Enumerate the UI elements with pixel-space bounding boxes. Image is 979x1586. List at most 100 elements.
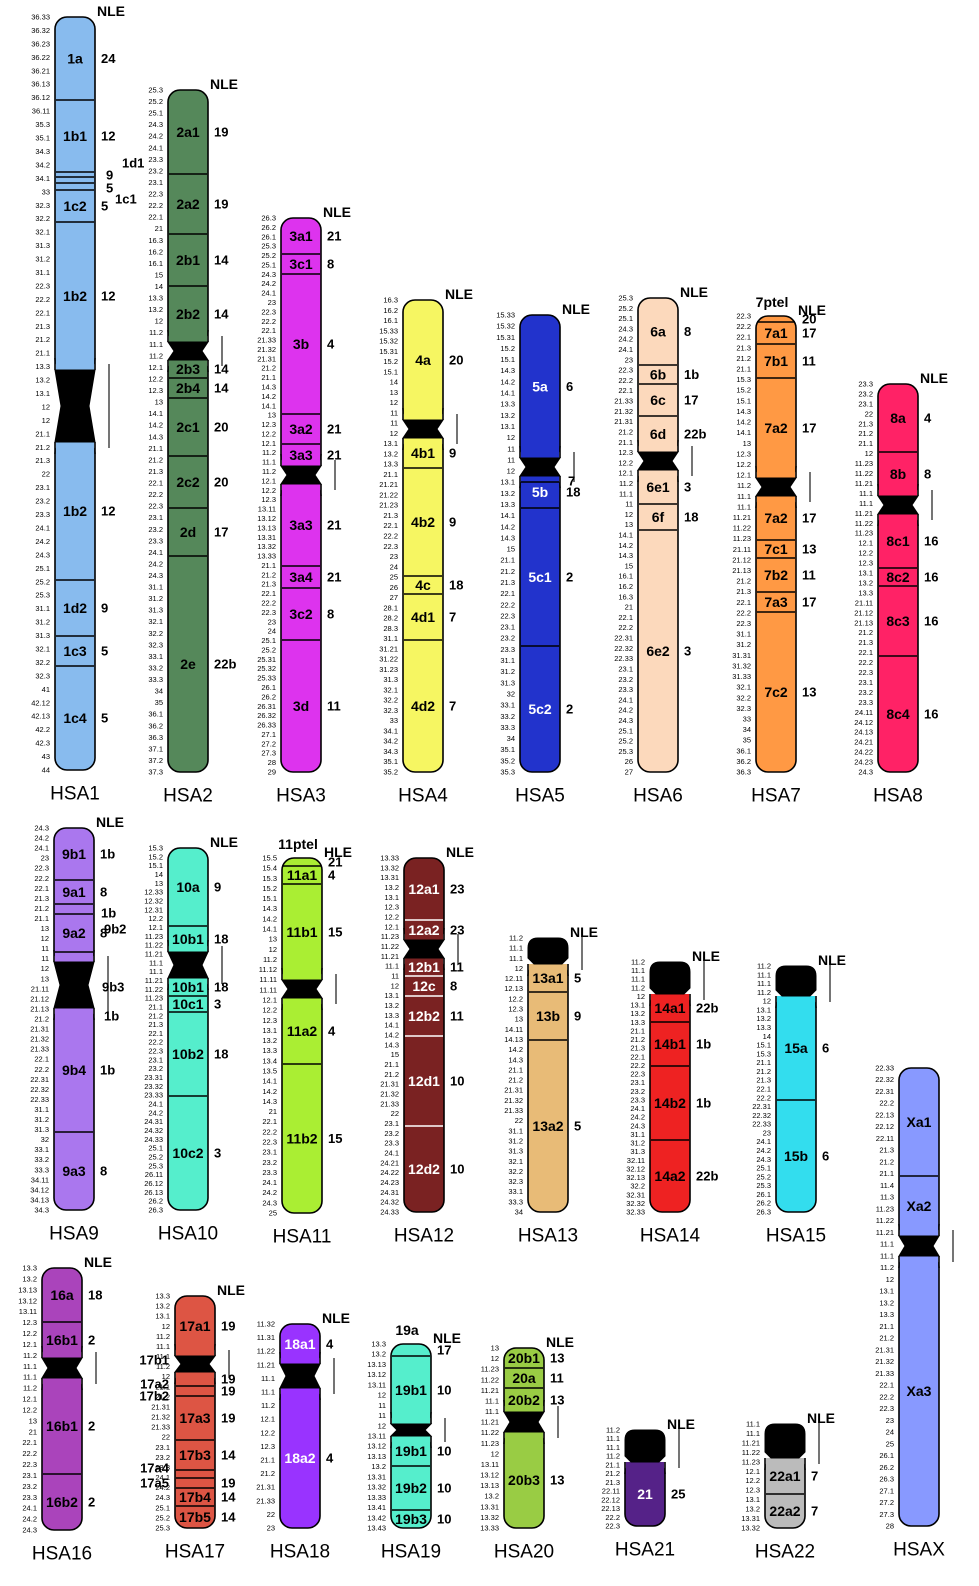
hsa9-centromere xyxy=(53,961,95,1009)
hsa9-homology-number: 8 xyxy=(100,885,107,900)
hsa14-segment-label: 14b1 xyxy=(654,1036,686,1052)
hsa10-band-label: 15.1 xyxy=(148,861,163,870)
hsa4-band-label: 22.1 xyxy=(383,521,398,530)
hsa13-band-label: 14.2 xyxy=(508,1045,523,1054)
hsax-chromosome-label: HSAX xyxy=(893,1540,945,1561)
hsa2-band-label: 22.3 xyxy=(148,190,163,199)
hsa6-band-label: 24.3 xyxy=(618,716,633,725)
hsa1-band-label: 25.1 xyxy=(35,564,50,573)
hsa9-band-label: 21.13 xyxy=(30,1004,49,1013)
hsa3-band-label: 14.3 xyxy=(261,383,276,392)
hsa11-p-arm-fill xyxy=(282,968,322,980)
hsa10-band-label: 13 xyxy=(155,879,163,888)
hsa12-band-label: 23.2 xyxy=(384,1129,399,1138)
hsa15-q-arm xyxy=(775,995,817,1213)
hsa1-segment-label: 1c2 xyxy=(63,198,87,214)
hsa13-q-arm xyxy=(527,963,569,1213)
hsa13-band-label: 11.1 xyxy=(509,944,523,953)
hsa2-band-label: 22.2 xyxy=(148,490,163,499)
hsa1-band-label: 32.3 xyxy=(35,671,50,680)
hsa8-q-arm xyxy=(877,513,919,773)
hsa8-band-label: 21.12 xyxy=(854,608,873,617)
hsa11-band-label: 23.1 xyxy=(262,1148,277,1157)
hsa10-homology-number: 3 xyxy=(214,997,221,1012)
hsa6-band-label: 24.1 xyxy=(618,695,633,704)
hsa8-band-label: 24.22 xyxy=(854,748,873,757)
hsa10-band-label: 11.22 xyxy=(145,941,163,950)
hsa13-q-arm-fill xyxy=(528,964,568,976)
hsa7-band-label: 31.33 xyxy=(732,672,751,681)
hsa11-band-label: 15.2 xyxy=(262,884,277,893)
hsa15-band-label: 22.31 xyxy=(752,1102,771,1111)
hsax-band-label: 11.4 xyxy=(880,1181,894,1190)
hsa2-band-label: 36.2 xyxy=(148,721,163,730)
hsa15-band-label: 24.2 xyxy=(756,1146,771,1155)
hsa10-band-label: 24.32 xyxy=(144,1126,163,1135)
hsax-band-label: 22.31 xyxy=(875,1087,894,1096)
hsa13-band-label: 12 xyxy=(515,964,523,973)
hsa22-band-label: 13.32 xyxy=(741,1524,760,1533)
hsa10-band-label: 12.32 xyxy=(144,896,163,905)
hsa16-band-label: 12.3 xyxy=(22,1318,37,1327)
hsa13-segment-label: 13a1 xyxy=(532,970,563,986)
hsa10-band-label: 15.2 xyxy=(148,852,163,861)
hsa2-top-note: NLE xyxy=(210,76,238,92)
hsa11-q-arm-fill xyxy=(282,998,322,1010)
hsa14-band-label: 31.3 xyxy=(630,1147,645,1156)
hsa10-band-label: 21.1 xyxy=(148,1002,163,1011)
hsa5-band-label: 13.3 xyxy=(500,500,515,509)
hsa11-band-label: 14.3 xyxy=(262,1097,277,1106)
hsa2-band-label: 21.1 xyxy=(148,444,163,453)
hsa1-band-label: 44 xyxy=(42,766,50,775)
hsa16-band-label: 22.2 xyxy=(22,1449,37,1458)
hsa10-homology-number: 18 xyxy=(214,932,228,947)
hsa20-band-label: 12 xyxy=(491,1354,499,1363)
hsa17-band-label: 23.2 xyxy=(155,1453,170,1462)
hsa17-homology-number: 14 xyxy=(221,1490,236,1505)
hsa1-homology-number: 12 xyxy=(101,129,115,144)
hsa10-band-label: 11.23 xyxy=(145,994,163,1003)
hsa2-band-label: 25.1 xyxy=(148,109,163,118)
hsa1-band-label: 23.1 xyxy=(35,483,50,492)
hsa7-band-label: 22.3 xyxy=(736,312,751,321)
hsa12-band-label: 11.21 xyxy=(381,952,399,961)
hsa7-band-label: 15.2 xyxy=(736,386,751,395)
hsa14-top-note: NLE xyxy=(692,948,720,964)
hsa2-band-label: 24.2 xyxy=(148,559,163,568)
hsa1-band-label: 33 xyxy=(42,187,50,196)
hsa7-band-label: 31.31 xyxy=(732,651,751,660)
hsa8-band-label: 21.11 xyxy=(855,598,873,607)
hsa11-band-label: 14.1 xyxy=(262,925,277,934)
hsa13-homology-number: 5 xyxy=(574,1119,581,1134)
hsa14-band-label: 32.32 xyxy=(626,1199,645,1208)
hsa10-band-label: 24.1 xyxy=(148,1100,163,1109)
hsa18-band-label: 11.1 xyxy=(261,1374,275,1383)
hsa9-p-arm-fill xyxy=(54,950,94,962)
hsa8-band-label: 21.3 xyxy=(858,419,873,428)
hsa13-band-label: 13 xyxy=(515,1015,523,1024)
hsa3-band-label: 12.1 xyxy=(261,439,276,448)
hsa10-band-label: 11.22 xyxy=(145,985,163,994)
hsa13-chromosome-label: HSA13 xyxy=(518,1226,578,1247)
hsa2-band-label: 23.1 xyxy=(148,513,163,522)
hsa16-band-label: 13 xyxy=(29,1416,37,1425)
hsa4-band-label: 31.1 xyxy=(383,634,398,643)
hsa17-band-label: 11.1 xyxy=(156,1352,170,1361)
hsa3-homology-number: 11 xyxy=(327,699,341,714)
hsa8-band-label: 24.11 xyxy=(855,708,873,717)
hsa9-band-label: 22.1 xyxy=(34,1055,49,1064)
hsa10-band-label: 26.11 xyxy=(145,1170,163,1179)
hsa13-band-label: 14.13 xyxy=(504,1035,523,1044)
hsa3-band-label: 13 xyxy=(268,411,276,420)
hsa19-homology-number: 10 xyxy=(437,1444,451,1459)
hsa2-band-label: 37.2 xyxy=(148,756,163,765)
hsa7-band-label: 21.12 xyxy=(732,555,751,564)
hsa4-band-label: 31.21 xyxy=(379,644,398,653)
hsa4-band-label: 31.23 xyxy=(379,665,398,674)
hsa2-band-label: 32.1 xyxy=(148,617,163,626)
hsa1-band-label: 32.3 xyxy=(35,201,50,210)
hsa10-band-label: 11.21 xyxy=(145,949,163,958)
hsa16-band-label: 24.3 xyxy=(22,1526,37,1535)
hsa4-band-label: 21.1 xyxy=(383,470,398,479)
hsa20-segment-label: 20a xyxy=(512,1370,536,1386)
